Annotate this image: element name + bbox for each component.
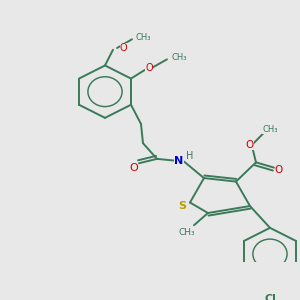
Text: CH₃: CH₃ [262, 125, 278, 134]
Text: O: O [275, 165, 283, 175]
Text: O: O [120, 43, 127, 53]
Text: CH₃: CH₃ [172, 53, 188, 62]
Text: H: H [186, 151, 194, 161]
Text: CH₃: CH₃ [179, 228, 195, 237]
Text: N: N [174, 156, 184, 166]
Text: S: S [178, 201, 186, 211]
Text: O: O [130, 164, 138, 173]
Text: O: O [246, 140, 254, 150]
Text: CH₃: CH₃ [136, 33, 152, 42]
Text: O: O [145, 63, 153, 73]
Text: Cl: Cl [264, 294, 276, 300]
